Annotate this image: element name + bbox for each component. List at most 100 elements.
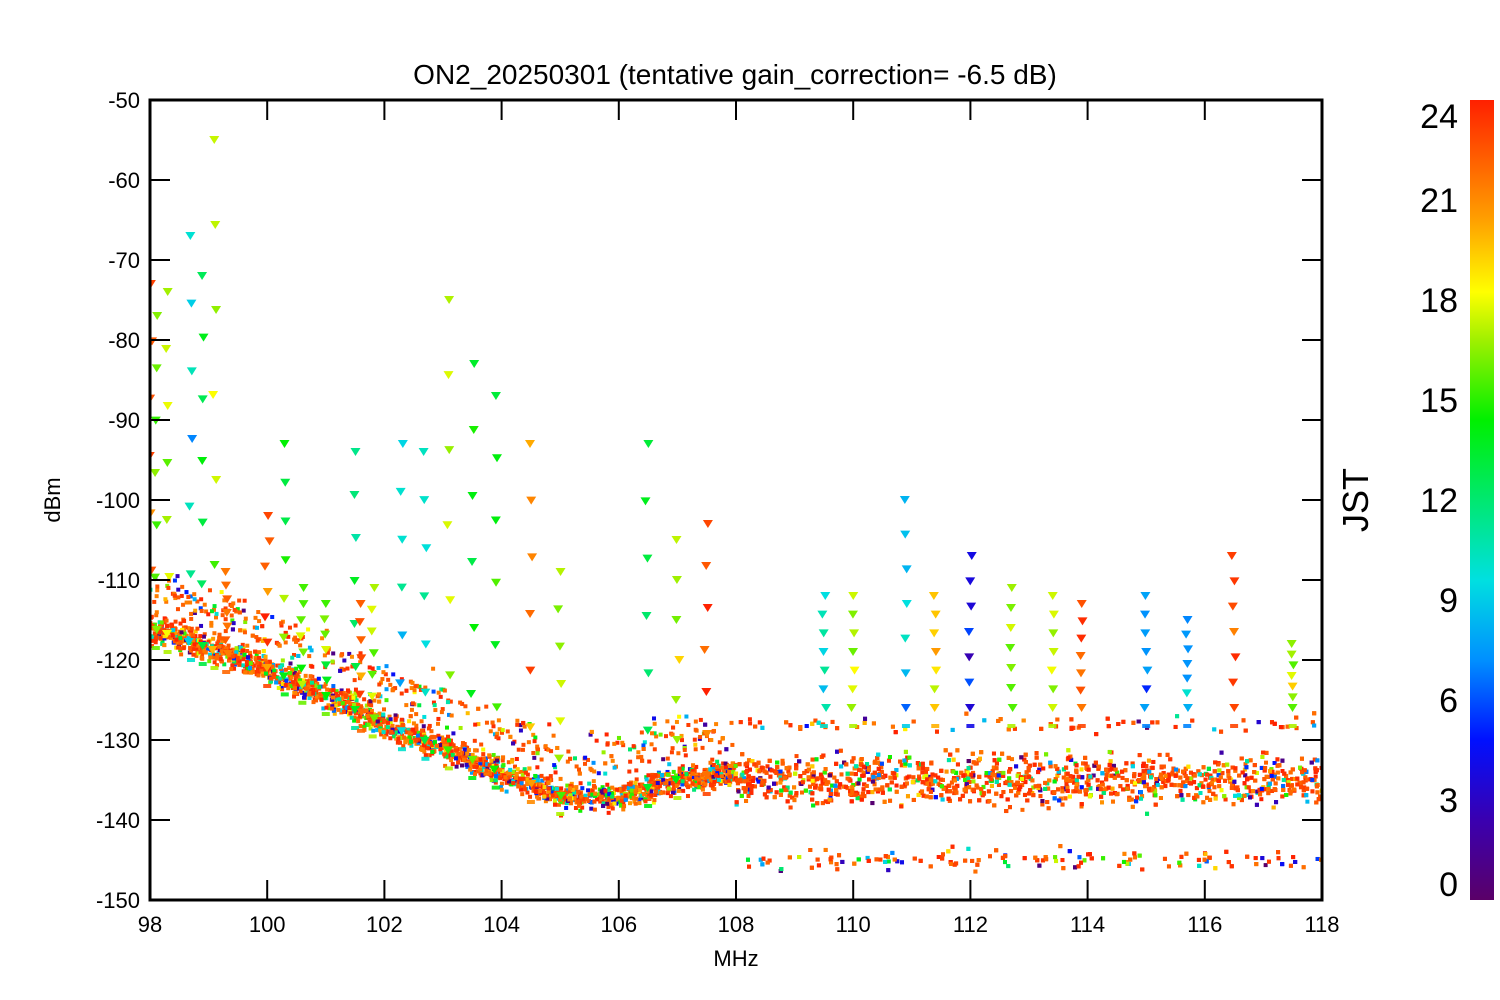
noise-point: [1071, 777, 1076, 782]
noise-point: [866, 790, 871, 795]
noise-point: [1310, 720, 1315, 725]
noise-point: [521, 720, 526, 725]
noise-point: [221, 645, 226, 650]
noise-point: [230, 627, 235, 632]
noise-point: [261, 673, 266, 678]
noise-point: [419, 719, 424, 724]
noise-point: [237, 598, 242, 603]
noise-point: [1109, 791, 1114, 796]
noise-point: [245, 663, 250, 668]
noise-point: [535, 765, 540, 770]
noise-point: [599, 794, 604, 799]
noise-point: [607, 792, 612, 797]
noise-point: [323, 682, 328, 687]
noise-point: [600, 792, 605, 797]
noise-point: [168, 635, 173, 640]
noise-point: [384, 664, 389, 669]
noise-point: [174, 637, 179, 642]
noise-point: [201, 634, 206, 639]
noise-point: [514, 756, 519, 761]
noise-point: [834, 779, 839, 784]
noise-point: [621, 801, 626, 806]
noise-point: [311, 687, 316, 692]
noise-point: [215, 656, 220, 661]
noise-point: [535, 751, 540, 756]
noise-point: [759, 765, 764, 770]
noise-point: [256, 650, 261, 655]
noise-point: [326, 703, 331, 708]
noise-point: [263, 654, 268, 659]
noise-point: [594, 738, 599, 743]
noise-point: [256, 610, 261, 615]
noise-point: [591, 784, 596, 789]
noise-point: [298, 678, 303, 683]
noise-point: [432, 734, 437, 739]
noise-point: [293, 688, 298, 693]
noise-point: [367, 707, 372, 712]
noise-point: [565, 783, 570, 788]
noise-point: [421, 724, 426, 729]
noise-point: [295, 672, 300, 677]
noise-point: [279, 621, 284, 626]
noise-point: [693, 747, 698, 752]
noise-point: [725, 773, 730, 778]
noise-point: [653, 789, 658, 794]
noise-point: [215, 663, 220, 668]
noise-point: [542, 785, 547, 790]
noise-point: [369, 716, 374, 721]
noise-point: [601, 750, 606, 755]
noise-point: [373, 723, 378, 728]
noise-point: [414, 738, 419, 743]
noise-point: [291, 680, 296, 685]
noise-point: [151, 638, 156, 643]
noise-point: [651, 782, 656, 787]
noise-point: [451, 731, 456, 736]
noise-point: [727, 766, 732, 771]
noise-point: [307, 654, 312, 659]
noise-point: [516, 747, 521, 752]
noise-point: [388, 736, 393, 741]
noise-point: [349, 715, 354, 720]
noise-point: [199, 623, 204, 628]
noise-point: [188, 646, 193, 651]
noise-point: [322, 653, 327, 658]
noise-point: [336, 693, 341, 698]
noise-point: [563, 797, 568, 802]
noise-point: [224, 646, 229, 651]
noise-point: [438, 694, 443, 699]
noise-point: [339, 688, 344, 693]
noise-point: [211, 636, 216, 641]
noise-point: [331, 695, 336, 700]
noise-point: [189, 616, 194, 621]
noise-point: [491, 724, 496, 729]
noise-point: [683, 753, 688, 758]
noise-point: [303, 673, 308, 678]
noise-point: [633, 801, 638, 806]
noise-point: [498, 769, 503, 774]
noise-point: [339, 666, 344, 671]
noise-point: [590, 789, 595, 794]
noise-point: [436, 721, 441, 726]
noise-point: [495, 758, 500, 763]
noise-point: [587, 781, 592, 786]
noise-point: [588, 766, 593, 771]
noise-point: [511, 770, 516, 775]
noise-point: [652, 731, 657, 736]
noise-point: [232, 607, 237, 612]
noise-point: [508, 767, 513, 772]
noise-point: [457, 754, 462, 759]
noise-point: [232, 666, 237, 671]
noise-point: [276, 685, 281, 690]
noise-point: [287, 683, 292, 688]
noise-point: [888, 798, 893, 803]
noise-point: [292, 637, 297, 642]
noise-point: [422, 749, 427, 754]
noise-point: [319, 697, 324, 702]
noise-point: [626, 792, 631, 797]
noise-point: [633, 780, 638, 785]
noise-point: [178, 640, 183, 645]
noise-point: [547, 722, 552, 727]
noise-point: [189, 629, 194, 634]
noise-point: [409, 743, 414, 748]
noise-point: [558, 799, 563, 804]
